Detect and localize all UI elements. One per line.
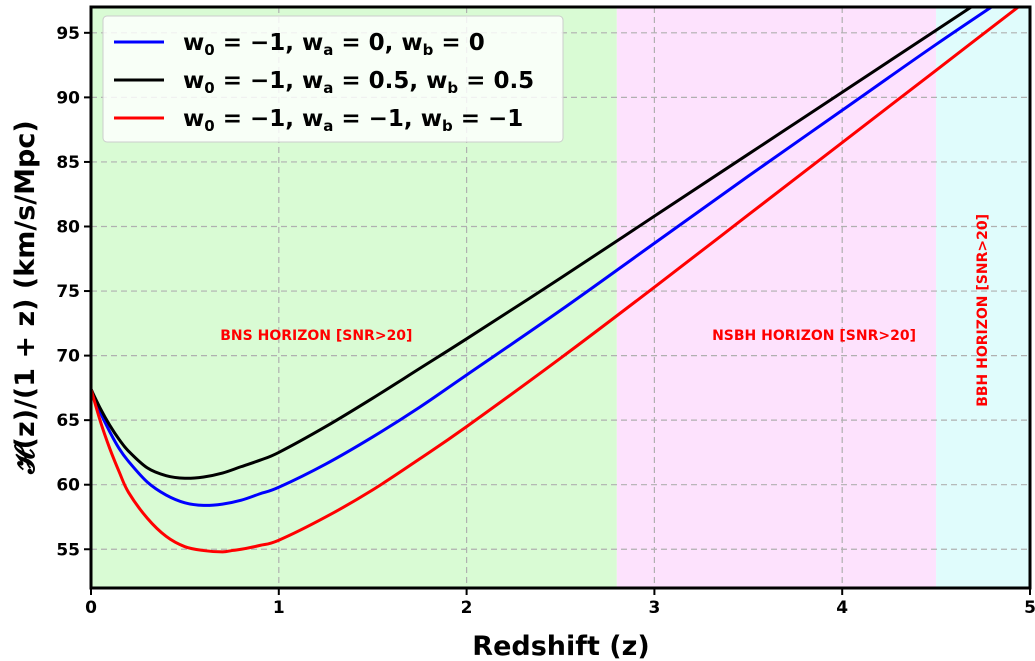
y-tick-label-7: 90 [56,88,80,108]
x-tick-label-3: 3 [648,598,660,618]
x-tick-label-0: 0 [85,598,97,618]
legend-box [102,15,564,143]
y-tick-label-8: 95 [56,24,80,44]
series-line-1 [91,7,975,480]
y-tick-label-3: 70 [56,347,80,367]
legend-entry-0: w0 = −1, wa = 0, wb = 0 [183,30,485,59]
y-tick-label-1: 60 [56,476,80,496]
y-tick-label-2: 65 [56,411,80,431]
legend-entry-2: w0 = −1, wa = −1, wb = −1 [183,106,523,135]
y-tick-label-6: 85 [56,153,80,173]
series-line-0 [91,7,995,507]
region-1 [616,7,937,588]
x-axis-title: Redshift (z) [472,631,649,661]
region-2 [936,7,1030,588]
series-line-2 [91,7,1021,554]
y-ticks: 55 60 65 70 75 80 85 90 95 [56,24,91,560]
x-tick-label-2: 2 [461,598,473,618]
series-lines [91,7,1021,554]
plot-frame [89,5,1032,590]
x-tick-label-1: 1 [273,598,285,618]
y-axis-title: 𝓗(z)/(1 + z) (km/s/Mpc) [10,120,41,474]
x-tick-label-5: 5 [1024,598,1035,618]
grid [91,7,1030,588]
legend-entry-1: w0 = −1, wa = 0.5, wb = 0.5 [183,68,534,97]
y-tick-label-4: 75 [56,282,80,302]
region-label-1: NSBH HORIZON [SNR>20] [712,328,916,344]
legend: w0 = −1, wa = 0, wb = 0 w0 = −1, wa = 0.5… [102,15,564,143]
region-label-2: BBH HORIZON [SNR>20] [975,214,991,407]
y-tick-label-5: 80 [56,217,80,237]
x-ticks: 0 1 2 3 4 5 [85,588,1035,618]
region-label-0: BNS HORIZON [SNR>20] [220,328,412,344]
x-tick-label-4: 4 [836,598,848,618]
y-tick-label-0: 55 [56,540,80,560]
region-labels: BNS HORIZON [SNR>20] NSBH HORIZON [SNR>20… [220,214,991,407]
